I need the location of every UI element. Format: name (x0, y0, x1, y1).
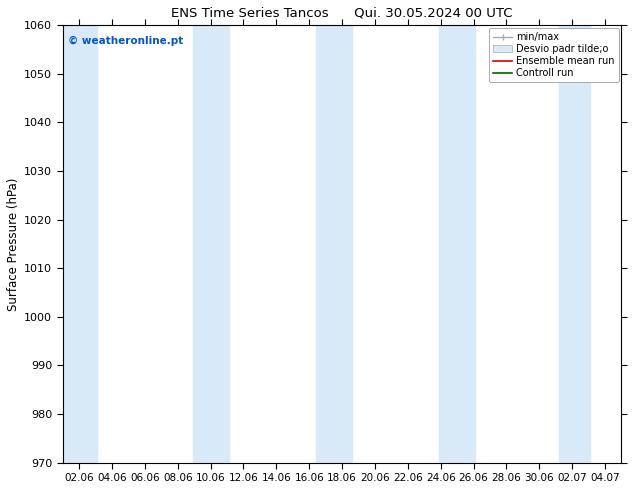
Bar (439, 25, 476, 463)
Bar (193, 25, 229, 463)
Text: © weatheronline.pt: © weatheronline.pt (68, 36, 183, 46)
Bar (316, 25, 352, 463)
Legend: min/max, Desvio padr tilde;o, Ensemble mean run, Controll run: min/max, Desvio padr tilde;o, Ensemble m… (489, 28, 619, 82)
Bar (559, 25, 590, 463)
Title: ENS Time Series Tancos      Qui. 30.05.2024 00 UTC: ENS Time Series Tancos Qui. 30.05.2024 0… (171, 7, 513, 20)
Bar (63, 25, 97, 463)
Y-axis label: Surface Pressure (hPa): Surface Pressure (hPa) (7, 177, 20, 311)
